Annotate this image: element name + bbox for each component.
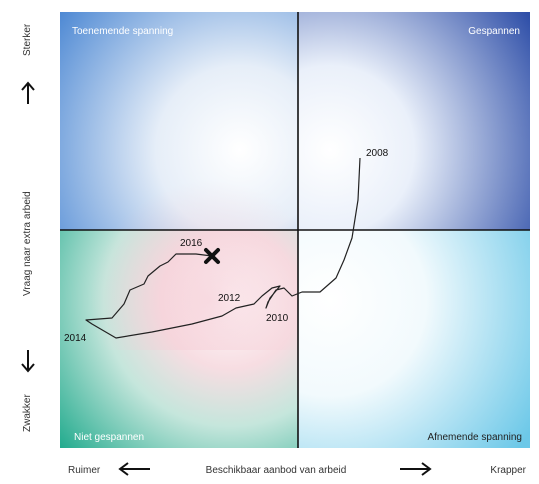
pink-glow (60, 180, 298, 350)
year-label-2010: 2010 (266, 313, 289, 324)
y-axis-top-end: Sterker (22, 23, 33, 56)
x-axis-left-end: Ruimer (68, 465, 101, 476)
arrow-left-icon (118, 462, 150, 476)
label-bottom-right: Afnemende spanning (427, 432, 522, 443)
label-bottom-left: Niet gespannen (74, 432, 144, 443)
arrow-up-icon (21, 81, 35, 104)
trajectory-line (85, 157, 361, 339)
x-axis-right-end: Krapper (490, 465, 526, 476)
quadrant-bottom-right (298, 230, 530, 448)
label-top-left: Toenemende spanning (72, 26, 173, 37)
arrow-right-icon (400, 462, 432, 476)
x-axis-label: Beschikbaar aanbod van arbeid (206, 465, 347, 476)
quadrant-top-right (298, 12, 530, 230)
y-axis-label: Vraag naar extra arbeid (22, 191, 33, 296)
year-label-2014: 2014 (64, 333, 87, 344)
year-label-2012: 2012 (218, 293, 241, 304)
year-label-2016: 2016 (180, 238, 203, 249)
y-axis-bottom-end: Zwakker (22, 394, 33, 432)
year-label-2008: 2008 (366, 148, 389, 159)
arrow-down-icon (21, 350, 35, 373)
label-top-right: Gespannen (468, 26, 520, 37)
cross-marker-2016 (204, 248, 220, 264)
